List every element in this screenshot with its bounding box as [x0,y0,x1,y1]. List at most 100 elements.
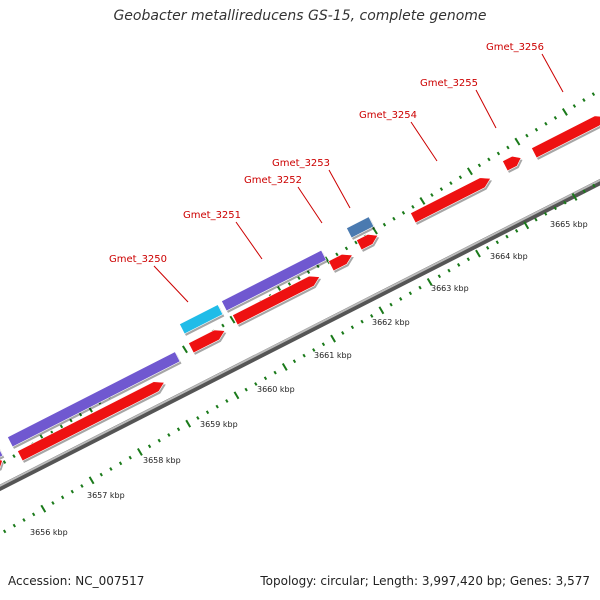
gene-bar-purple[interactable] [7,351,181,448]
outer-major-tick [182,345,188,354]
scale-major-tick [475,249,481,258]
scale-label: 3661 kbp [314,351,352,360]
scale-major-tick [40,504,47,513]
gene-arrow-red[interactable] [188,329,226,354]
outer-minor-tick [477,163,482,168]
scale-major-tick [523,221,530,230]
scale-minor-tick [466,257,471,262]
outer-minor-tick [487,157,491,162]
gene-label-leader [297,186,323,224]
outer-minor-tick [392,216,396,221]
gene-bar-purple[interactable] [221,249,327,312]
scale-minor-tick [592,183,596,188]
accession-text: Accession: NC_007517 [8,574,145,588]
gene-features [0,115,600,472]
outer-minor-tick [401,210,406,215]
outer-minor-tick [12,454,16,459]
scale-minor-tick [80,484,84,488]
outer-minor-tick [78,412,83,417]
outer-minor-tick [449,181,453,186]
outer-minor-tick [344,246,349,251]
outer-minor-tick [221,323,225,328]
scale-minor-tick [2,529,7,534]
outer-minor-tick [496,151,501,156]
outer-minor-tick [458,175,463,180]
scale-minor-tick [196,416,200,420]
gene-label[interactable]: Gmet_3251 [183,210,241,221]
scale-major-tick [233,391,240,400]
scale-minor-tick [225,399,229,403]
scale-minor-tick [263,376,268,381]
gene-label[interactable]: Gmet_3252 [244,175,302,186]
scale-major-tick [185,419,192,428]
gene-bar-purple[interactable] [0,446,4,463]
scale-minor-tick [456,263,461,267]
scale-minor-tick [514,229,519,233]
scale-minor-tick [399,297,403,301]
gene-arrow-red[interactable] [531,115,600,159]
gene-label[interactable]: Gmet_3255 [420,78,478,89]
scale-minor-tick [389,302,393,307]
scale-minor-tick [302,353,306,358]
scale-minor-tick [51,501,55,505]
scale-minor-tick [167,433,171,437]
scale-major-tick [378,306,385,315]
outer-minor-tick [306,270,311,275]
scale-minor-tick [157,438,161,443]
outer-minor-tick [382,222,387,227]
gene-label[interactable]: Gmet_3256 [486,42,544,53]
gene-arrow-red[interactable] [232,275,321,326]
outer-minor-tick [69,418,73,423]
scale-minor-tick [447,268,451,273]
genome-summary-text: Topology: circular; Length: 3,997,420 bp… [260,574,590,588]
gene-label[interactable]: Gmet_3254 [359,110,417,121]
scale-major-tick [137,448,143,456]
scale-major-tick [281,362,288,371]
outer-minor-tick [439,187,444,191]
gene-arrow-red[interactable] [0,458,3,472]
gene-label-leader [475,89,497,129]
scale-minor-tick [312,348,316,352]
outer-minor-tick [354,240,358,245]
outer-minor-tick [506,145,510,150]
scale-minor-tick [408,291,413,296]
scale-minor-tick [360,319,364,324]
scale-minor-tick [485,246,490,250]
gene-label-leaders [153,53,564,303]
scale-minor-tick [205,410,210,415]
outer-minor-tick [544,121,548,126]
scale-label: 3659 kbp [200,420,238,429]
scale-minor-tick [244,387,248,392]
scale-minor-tick [12,523,16,528]
gene-arrow-red[interactable] [17,381,165,462]
outer-minor-tick [591,92,596,97]
gene-bar-cyan[interactable] [179,304,224,335]
outer-minor-tick [335,252,339,257]
gene-arrow-red[interactable] [410,177,492,224]
scale-major-tick [330,334,336,343]
outer-minor-tick [525,133,529,138]
scale-minor-tick [128,455,132,460]
scale-minor-tick [147,444,152,449]
gene-label-leader [410,121,438,162]
scale-minor-tick [495,240,499,245]
outer-minor-tick [2,460,7,464]
gene-label[interactable]: Gmet_3250 [109,254,167,265]
outer-major-tick [371,226,378,235]
scale-label: 3656 kbp [30,528,68,537]
scale-tick-row [2,183,596,534]
gene-bar-steel[interactable] [346,216,375,239]
outer-major-tick [419,197,426,205]
scale-minor-tick [215,404,219,409]
scale-major-tick [571,192,578,201]
gene-label-leader [153,265,189,303]
gene-label-leader [541,53,564,93]
scale-minor-tick [254,382,258,386]
gene-arrow-red[interactable] [356,234,379,251]
scale-minor-tick [273,370,277,375]
gene-arrow-red[interactable] [502,155,522,172]
scale-label: 3657 kbp [87,491,125,500]
gene-label[interactable]: Gmet_3253 [272,158,330,169]
gene-arrow-red[interactable] [328,253,353,272]
scale-minor-tick [176,427,181,432]
